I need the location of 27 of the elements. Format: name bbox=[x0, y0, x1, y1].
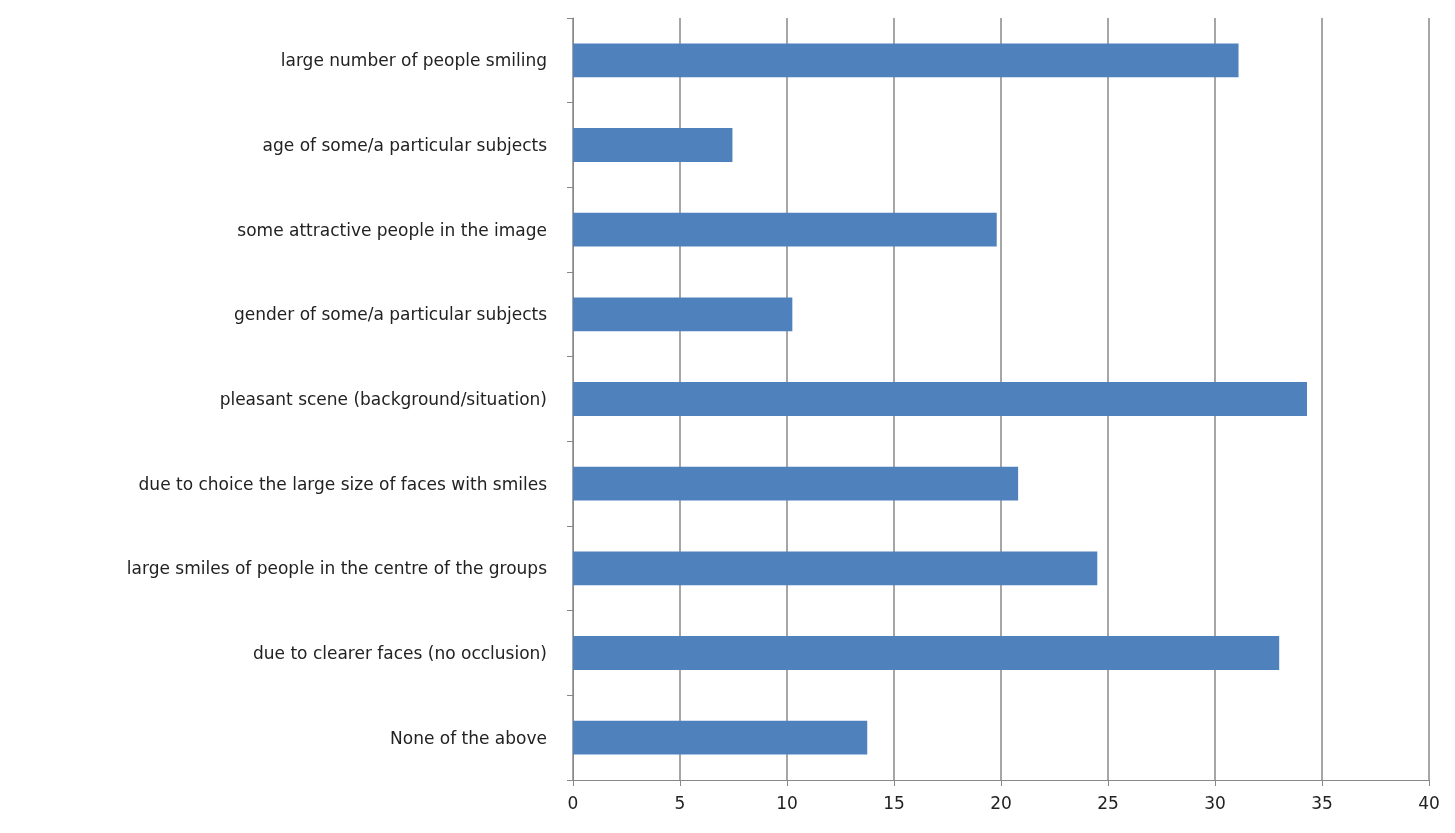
y-tick-label: age of some/a particular subjects bbox=[262, 135, 548, 155]
x-tick-label: 40 bbox=[1418, 792, 1440, 813]
x-tick-label: 25 bbox=[1097, 792, 1119, 813]
bar bbox=[573, 212, 997, 247]
bar bbox=[573, 297, 793, 332]
y-tick-label: pleasant scene (background/situation) bbox=[219, 389, 547, 409]
bar bbox=[573, 636, 1280, 670]
y-tick-label: gender of some/a particular subjects bbox=[234, 304, 548, 325]
y-tick-label: large smiles of people in the centre of the groups bbox=[126, 558, 548, 579]
x-tick-label: 20 bbox=[990, 792, 1012, 813]
x-tick-label: 10 bbox=[776, 792, 798, 813]
bar bbox=[573, 466, 1019, 501]
x-tick-label: 35 bbox=[1311, 792, 1333, 813]
bar bbox=[573, 43, 1239, 78]
bar bbox=[573, 551, 1098, 586]
y-tick-label: some attractive people in the image bbox=[237, 219, 547, 240]
x-tick-label: 15 bbox=[883, 792, 905, 813]
x-tick-label: 5 bbox=[674, 792, 686, 813]
bar bbox=[573, 128, 733, 162]
y-tick-label: large number of people smiling bbox=[280, 50, 547, 71]
bar bbox=[573, 720, 868, 755]
y-tick-label: due to choice the large size of faces with smiles bbox=[138, 473, 548, 494]
x-tick-label: 0 bbox=[567, 792, 579, 813]
y-tick-label: None of the above bbox=[390, 727, 547, 748]
x-tick-label: 30 bbox=[1204, 792, 1226, 813]
bar bbox=[573, 382, 1308, 416]
y-tick-label: due to clearer faces (no occlusion) bbox=[253, 643, 547, 663]
